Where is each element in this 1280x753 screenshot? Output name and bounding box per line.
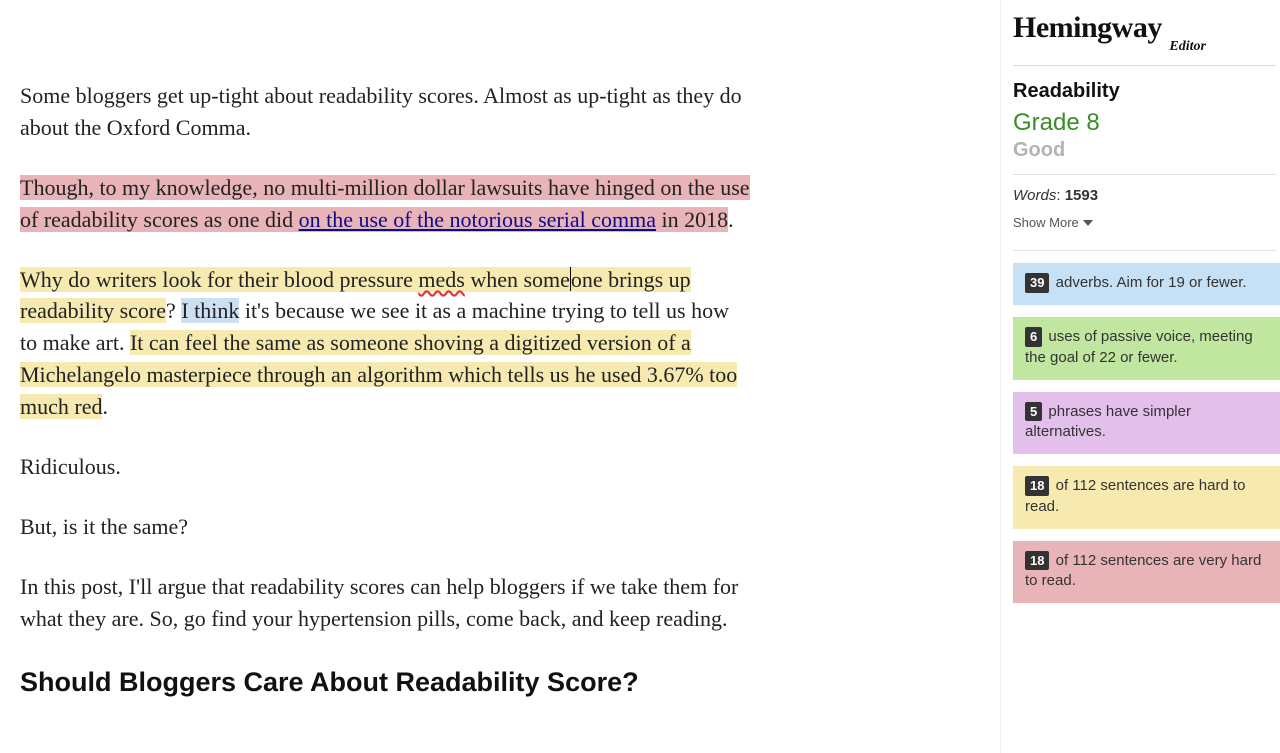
text: .	[728, 207, 734, 232]
spellcheck-word[interactable]: meds	[418, 267, 464, 292]
words-count: 1593	[1065, 187, 1098, 204]
count-badge: 18	[1025, 476, 1049, 496]
divider	[1013, 174, 1276, 175]
divider	[1013, 250, 1276, 251]
card-hard-sentences[interactable]: 18 of 112 sentences are hard to read.	[1013, 466, 1280, 529]
very-hard-sentence-highlight: Though, to my knowledge, no multi-millio…	[20, 175, 750, 232]
word-stats: Words: 1593	[1013, 187, 1280, 204]
paragraph[interactable]: Some bloggers get up-tight about readabi…	[20, 80, 750, 144]
text: Why do writers look for their blood pres…	[20, 267, 418, 292]
text: Ridiculous.	[20, 454, 121, 479]
text: In this post, I'll argue that readabilit…	[20, 574, 738, 631]
count-badge: 5	[1025, 402, 1042, 422]
card-text: of 112 sentences are very hard to read.	[1025, 552, 1261, 589]
paragraph[interactable]: But, is it the same?	[20, 511, 750, 543]
text: when some	[465, 267, 570, 292]
text: in 2018	[656, 207, 728, 232]
readability-title: Readability	[1013, 80, 1280, 103]
card-very-hard-sentences[interactable]: 18 of 112 sentences are very hard to rea…	[1013, 541, 1280, 604]
readability-grade: Grade 8	[1013, 109, 1280, 137]
card-text: phrases have simpler alternatives.	[1025, 403, 1191, 440]
sidebar: Hemingway Editor Readability Grade 8 Goo…	[1000, 0, 1280, 753]
count-badge: 6	[1025, 327, 1042, 347]
show-more-label: Show More	[1013, 215, 1079, 230]
text: But, is it the same?	[20, 514, 188, 539]
editor-pane[interactable]: Some bloggers get up-tight about readabi…	[0, 0, 1000, 753]
card-text: uses of passive voice, meeting the goal …	[1025, 328, 1253, 365]
brand-logo: Hemingway Editor	[1013, 10, 1276, 66]
card-passive-voice[interactable]: 6 uses of passive voice, meeting the goa…	[1013, 317, 1280, 380]
paragraph[interactable]: Ridiculous.	[20, 451, 750, 483]
show-more-toggle[interactable]: Show More	[1013, 215, 1093, 230]
text: ?	[166, 298, 181, 323]
text: :	[1056, 187, 1064, 204]
paragraph[interactable]: Why do writers look for their blood pres…	[20, 264, 750, 423]
card-text: adverbs. Aim for 19 or fewer.	[1051, 274, 1246, 291]
card-text: of 112 sentences are hard to read.	[1025, 477, 1246, 514]
paragraph[interactable]: Though, to my knowledge, no multi-millio…	[20, 172, 750, 236]
card-simpler-phrases[interactable]: 5 phrases have simpler alternatives.	[1013, 392, 1280, 455]
card-adverbs[interactable]: 39 adverbs. Aim for 19 or fewer.	[1013, 263, 1280, 305]
count-badge: 39	[1025, 273, 1049, 293]
app-root: Some bloggers get up-tight about readabi…	[0, 0, 1280, 753]
text: Some bloggers get up-tight about readabi…	[20, 83, 742, 140]
heading[interactable]: Should Bloggers Care About Readability S…	[20, 663, 750, 702]
serial-comma-link[interactable]: on the use of the notorious serial comma	[299, 207, 656, 232]
chevron-down-icon	[1083, 220, 1093, 226]
count-badge: 18	[1025, 551, 1049, 571]
words-label: Words	[1013, 187, 1056, 204]
qualifier-highlight: I think	[181, 298, 239, 323]
readability-quality: Good	[1013, 139, 1280, 162]
brand-name: Hemingway	[1013, 14, 1276, 41]
paragraph[interactable]: In this post, I'll argue that readabilit…	[20, 571, 750, 635]
text: .	[102, 394, 108, 419]
